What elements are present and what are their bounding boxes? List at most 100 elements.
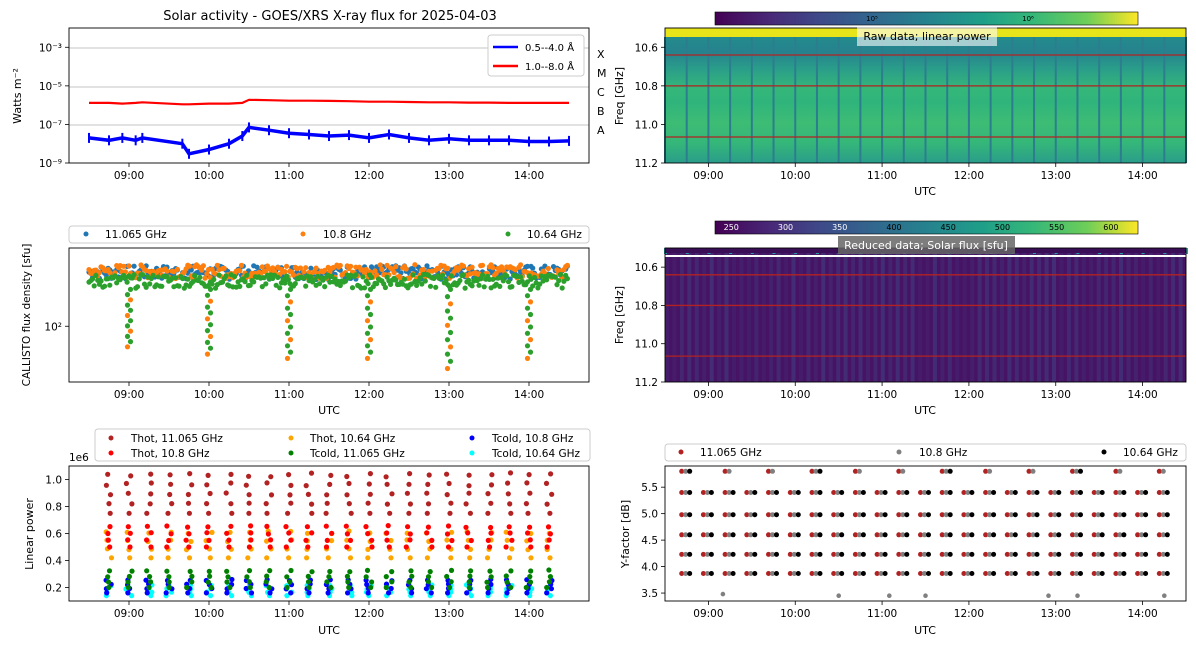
reduced-panel: 250 300 350 400 450 500 550 600 Reduced data; S… bbox=[613, 220, 1188, 417]
linpower-legend-thot-11065: Thot, 11.065 GHz bbox=[130, 433, 223, 445]
callisto-point bbox=[462, 285, 468, 291]
linpower-point bbox=[348, 510, 354, 516]
yfactor-point bbox=[1048, 532, 1054, 538]
callisto-point bbox=[282, 269, 288, 275]
linpower-point bbox=[164, 568, 170, 574]
reduced-stripe bbox=[932, 248, 937, 382]
linpower-point bbox=[407, 471, 413, 477]
linpower-point bbox=[163, 590, 169, 596]
callisto-point bbox=[237, 283, 243, 289]
x-tick-label: 11:00 bbox=[274, 389, 304, 401]
linpower-point bbox=[185, 524, 191, 530]
linpower-point bbox=[166, 579, 172, 585]
callisto-point bbox=[427, 283, 434, 289]
callisto-point bbox=[150, 272, 156, 278]
flare-class-x: X bbox=[597, 48, 605, 61]
yfactor-point bbox=[1070, 532, 1075, 538]
y-tick-label: 5.5 bbox=[641, 482, 658, 494]
yfactor-point bbox=[1095, 512, 1101, 518]
yfactor-point bbox=[1139, 512, 1145, 518]
reduced-stripe bbox=[985, 248, 989, 382]
yfactor-point bbox=[748, 490, 754, 495]
yfactor-point bbox=[852, 512, 858, 518]
yfactor-point bbox=[961, 512, 967, 518]
linpower-point bbox=[463, 501, 469, 507]
yfactor-point bbox=[965, 490, 971, 495]
linpower-point bbox=[327, 481, 333, 487]
reduced-stripe bbox=[873, 248, 878, 382]
yfactor-point bbox=[878, 532, 884, 538]
yfactor-point bbox=[1091, 571, 1097, 576]
reduced-stripe bbox=[851, 248, 856, 382]
callisto-dip-point bbox=[367, 337, 374, 343]
linpower-point bbox=[144, 523, 150, 529]
linpower-point bbox=[144, 537, 150, 543]
linpower-point bbox=[208, 593, 214, 599]
linpower-point bbox=[545, 524, 552, 530]
yfactor-point bbox=[1117, 571, 1123, 576]
yfactor-point bbox=[831, 512, 837, 518]
linpower-point bbox=[363, 524, 369, 530]
yfactor-point bbox=[1160, 468, 1166, 474]
yfactor-point bbox=[1117, 532, 1123, 538]
yfactor-point bbox=[860, 551, 866, 557]
linpower-point bbox=[144, 510, 150, 516]
yfactor-point bbox=[1078, 551, 1083, 557]
linpower-point bbox=[144, 590, 150, 596]
linpower-point bbox=[406, 481, 412, 487]
yfactor-point bbox=[904, 571, 910, 576]
yfactor-outlier bbox=[923, 593, 928, 598]
yfactor-point bbox=[961, 532, 967, 538]
yfactor-point bbox=[878, 490, 884, 495]
y-tick-label: 0.4 bbox=[45, 556, 62, 568]
linpower-point bbox=[444, 573, 450, 580]
yfactor-point bbox=[874, 551, 880, 557]
yfactor-point bbox=[943, 512, 949, 518]
yfactor-point bbox=[856, 571, 862, 576]
callisto-dip-point bbox=[204, 328, 211, 334]
yfactor-point bbox=[795, 571, 801, 576]
callisto-point bbox=[112, 273, 118, 279]
linpower-point bbox=[544, 584, 550, 591]
linpower-point bbox=[265, 531, 271, 537]
yfactor-point bbox=[991, 532, 997, 538]
callisto-point bbox=[419, 281, 425, 287]
linpower-ylabel: Linear power bbox=[23, 498, 36, 570]
yfactor-point bbox=[961, 490, 967, 495]
reduced-stripe bbox=[1014, 248, 1019, 382]
yfactor-point bbox=[874, 512, 880, 518]
raw-stripe bbox=[1054, 37, 1057, 163]
callisto-point bbox=[263, 281, 269, 287]
yfactor-point bbox=[1078, 468, 1083, 474]
linpower-legend-thot-1064: Thot, 10.64 GHz bbox=[309, 433, 396, 445]
raw-stripe bbox=[1098, 37, 1101, 163]
linpower-point bbox=[189, 482, 195, 488]
linpower-point bbox=[503, 529, 509, 535]
yfactor-point bbox=[852, 468, 858, 474]
yfactor-point bbox=[730, 490, 736, 495]
callisto-point bbox=[316, 281, 323, 287]
raw-stripe bbox=[1033, 37, 1036, 163]
callisto-point bbox=[530, 265, 536, 271]
linpower-panel: Thot, 11.065 GHz Thot, 10.8 GHz Thot, 10… bbox=[23, 428, 591, 637]
yfactor-point bbox=[860, 512, 866, 518]
linpower-point bbox=[207, 490, 213, 497]
linpower-point bbox=[406, 510, 412, 516]
linpower-point bbox=[125, 590, 131, 596]
callisto-point bbox=[479, 272, 486, 278]
yfactor-point bbox=[766, 468, 771, 474]
callisto-point bbox=[238, 262, 245, 268]
yfactor-point bbox=[679, 468, 685, 474]
yfactor-point bbox=[1052, 490, 1058, 495]
yfactor-point bbox=[1026, 532, 1032, 538]
linpower-point bbox=[225, 574, 231, 580]
linpower-point bbox=[123, 480, 129, 487]
yfactor-point bbox=[704, 571, 710, 576]
reduced-stripe bbox=[665, 248, 669, 382]
callisto-points bbox=[86, 262, 571, 372]
yfactor-point bbox=[708, 512, 714, 518]
linpower-point bbox=[166, 574, 172, 580]
x-tick-label: 12:00 bbox=[354, 608, 384, 620]
yfactor-point bbox=[896, 468, 902, 474]
yfactor-point bbox=[896, 512, 902, 518]
